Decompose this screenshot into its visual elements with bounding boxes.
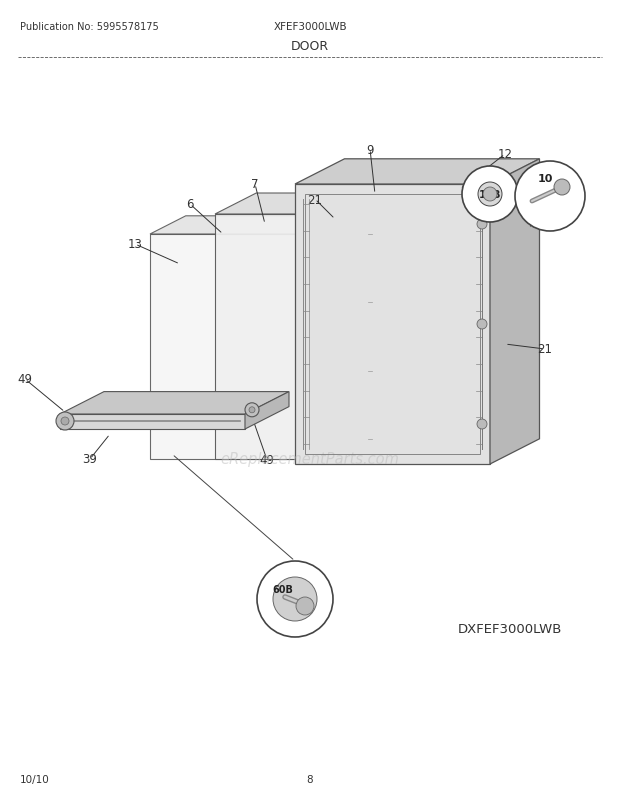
Text: 10/10: 10/10 <box>20 774 50 784</box>
Polygon shape <box>215 194 421 215</box>
Circle shape <box>515 162 585 232</box>
Polygon shape <box>60 415 245 429</box>
Text: 10: 10 <box>538 174 552 184</box>
Polygon shape <box>150 217 336 235</box>
Polygon shape <box>245 392 289 429</box>
Text: DOOR: DOOR <box>291 40 329 53</box>
Text: 10B: 10B <box>479 190 501 200</box>
Text: 49: 49 <box>260 454 275 467</box>
Text: 9: 9 <box>366 144 374 156</box>
Polygon shape <box>300 217 336 460</box>
Text: 49: 49 <box>17 373 32 386</box>
Text: 13: 13 <box>128 238 143 251</box>
Circle shape <box>257 561 333 638</box>
Circle shape <box>478 183 502 207</box>
Circle shape <box>477 419 487 429</box>
Text: 8: 8 <box>307 774 313 784</box>
Circle shape <box>56 412 74 431</box>
Circle shape <box>249 407 255 413</box>
Circle shape <box>477 320 487 330</box>
Circle shape <box>483 188 497 202</box>
Text: 39: 39 <box>82 453 97 466</box>
Circle shape <box>61 418 69 426</box>
Text: XFEF3000LWB: XFEF3000LWB <box>273 22 347 32</box>
Circle shape <box>554 180 570 196</box>
Text: 60B: 60B <box>273 585 293 594</box>
Polygon shape <box>295 160 539 184</box>
Text: eReplacementParts.com: eReplacementParts.com <box>221 452 399 467</box>
Polygon shape <box>215 215 380 460</box>
Circle shape <box>477 220 487 229</box>
Polygon shape <box>295 184 490 464</box>
Polygon shape <box>490 160 539 464</box>
Circle shape <box>296 597 314 615</box>
Circle shape <box>273 577 317 622</box>
Circle shape <box>462 167 518 223</box>
Text: DXFEF3000LWB: DXFEF3000LWB <box>458 622 562 636</box>
Text: 7: 7 <box>251 178 259 191</box>
Text: 21: 21 <box>538 343 552 356</box>
Text: 6: 6 <box>186 198 193 211</box>
Polygon shape <box>380 194 421 460</box>
Polygon shape <box>150 235 300 460</box>
Text: Publication No: 5995578175: Publication No: 5995578175 <box>20 22 159 32</box>
Text: 21: 21 <box>308 193 322 206</box>
Text: 12: 12 <box>497 148 513 161</box>
Polygon shape <box>60 392 289 415</box>
Circle shape <box>245 403 259 417</box>
